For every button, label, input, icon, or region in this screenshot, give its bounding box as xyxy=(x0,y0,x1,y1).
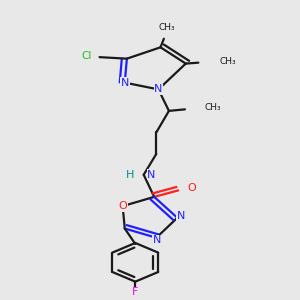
Text: CH₃: CH₃ xyxy=(158,23,175,32)
Text: N: N xyxy=(121,78,129,88)
Text: N: N xyxy=(176,211,185,221)
Text: N: N xyxy=(147,170,155,180)
Text: O: O xyxy=(188,183,197,193)
Text: CH₃: CH₃ xyxy=(219,57,236,66)
Text: Cl: Cl xyxy=(82,51,92,61)
Text: N: N xyxy=(153,235,161,245)
Text: CH₃: CH₃ xyxy=(205,103,221,112)
Text: O: O xyxy=(118,201,127,211)
Text: F: F xyxy=(132,287,139,297)
Text: H: H xyxy=(126,170,134,180)
Text: N: N xyxy=(154,84,163,94)
